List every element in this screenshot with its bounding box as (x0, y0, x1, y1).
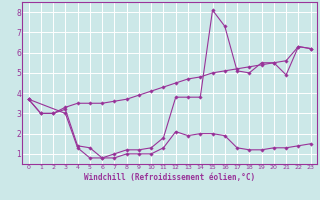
X-axis label: Windchill (Refroidissement éolien,°C): Windchill (Refroidissement éolien,°C) (84, 173, 255, 182)
